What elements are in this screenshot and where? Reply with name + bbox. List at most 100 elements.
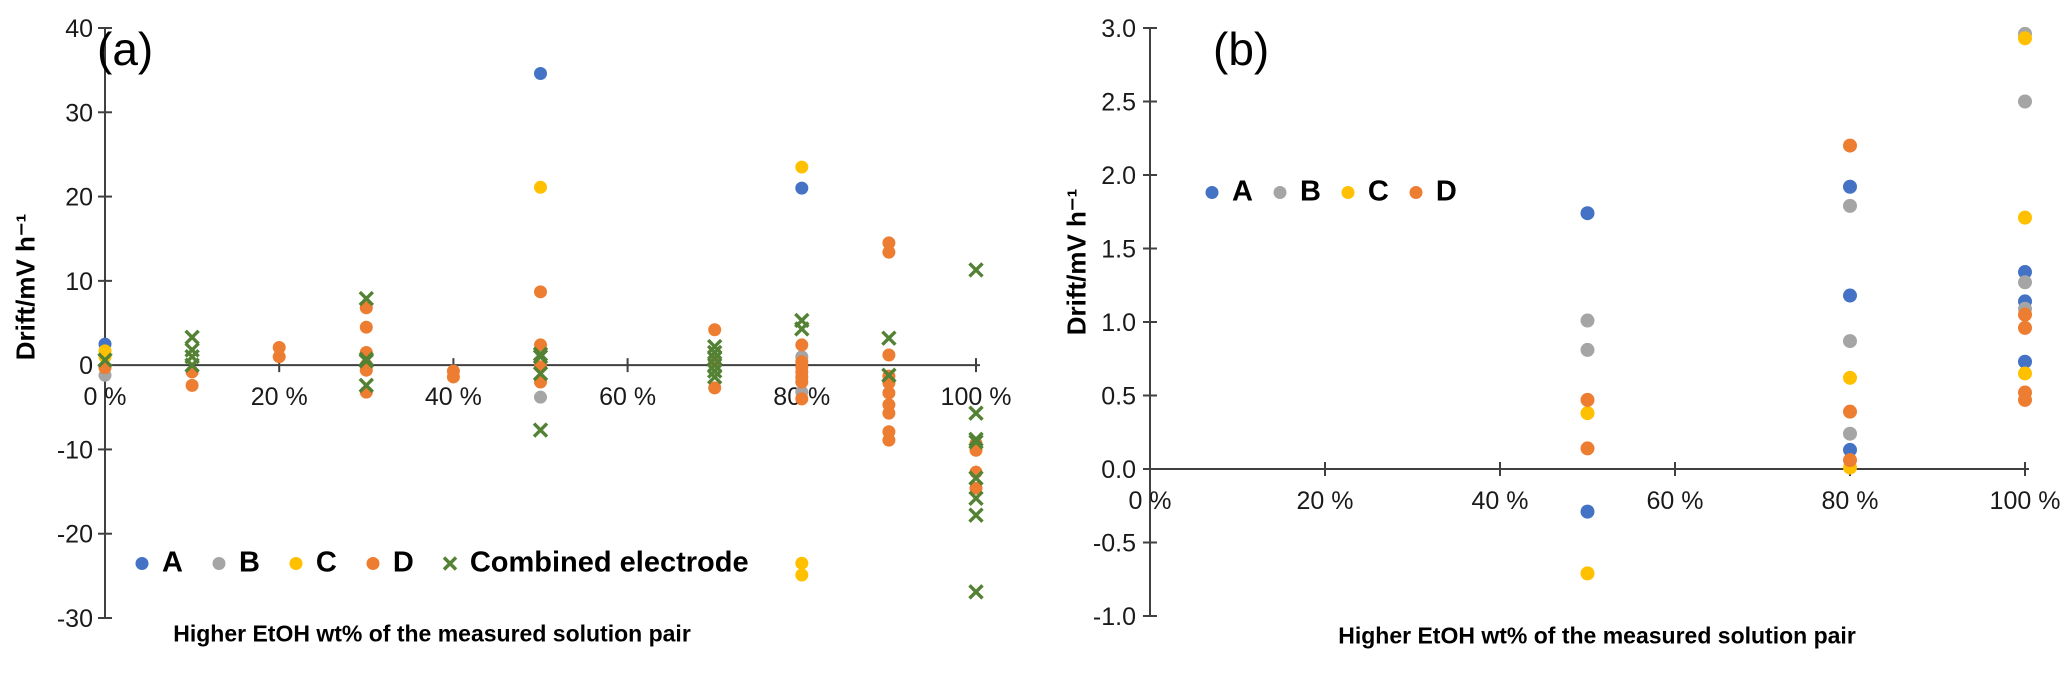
data-point-d xyxy=(1580,441,1595,456)
y-tick-label: -0.5 xyxy=(1093,530,1136,558)
x-tick-label: 0 % xyxy=(1128,487,1171,515)
legend-label: C xyxy=(1367,175,1389,208)
data-point-combined-electrode xyxy=(97,352,113,368)
data-point-b xyxy=(2018,275,2032,290)
data-point-c xyxy=(2018,366,2032,381)
data-point-d xyxy=(359,320,373,334)
data-point-d xyxy=(359,301,373,315)
x-axis-title-b: Higher EtOH wt% of the measured solution… xyxy=(1338,622,1856,649)
data-point-combined-electrode xyxy=(968,490,984,507)
data-point-b xyxy=(1843,334,1857,349)
data-point-combined-electrode xyxy=(968,434,984,450)
data-point-combined-electrode xyxy=(968,431,984,448)
data-point-d xyxy=(1843,404,1857,419)
y-tick-label: 10 xyxy=(65,268,93,296)
y-tick-label: 0.0 xyxy=(1101,456,1136,484)
data-point-combined-electrode xyxy=(706,344,723,361)
data-point-d xyxy=(185,378,199,392)
legend-item-c: C xyxy=(1339,176,1389,209)
data-point-a xyxy=(1843,442,1857,457)
data-point-a xyxy=(2018,265,2032,280)
data-point-combined-electrode xyxy=(968,584,984,600)
data-point-c xyxy=(1580,566,1595,581)
data-point-b xyxy=(2018,94,2032,109)
y-tick-label: 40 xyxy=(65,15,93,43)
data-point-combined-electrode xyxy=(184,357,200,373)
circle-marker-icon xyxy=(289,556,303,570)
x-tick-label: 20 % xyxy=(251,383,308,411)
data-point-combined-electrode xyxy=(706,369,723,385)
y-tick-label: 20 xyxy=(65,184,93,212)
data-point-combined-electrode xyxy=(881,330,897,346)
y-tick-label: 1.0 xyxy=(1101,309,1136,337)
x-tick-label: 80 % xyxy=(1822,487,1879,515)
y-tick-label: 2.0 xyxy=(1101,162,1136,190)
legend-label: A xyxy=(162,546,183,579)
y-tick-label: 30 xyxy=(65,99,93,127)
data-point-combined-electrode xyxy=(358,290,375,307)
data-point-combined-electrode xyxy=(968,470,984,486)
y-axis-title-a: Drift/mV h⁻¹ xyxy=(10,213,41,361)
data-point-a xyxy=(1580,206,1595,221)
data-point-a xyxy=(1843,179,1857,194)
legend-label: C xyxy=(315,546,337,579)
data-point-c xyxy=(98,350,112,364)
data-point-b xyxy=(534,390,547,404)
data-point-b xyxy=(1843,426,1857,441)
legend-label: Combined electrode xyxy=(469,546,749,579)
data-point-d xyxy=(708,323,722,337)
data-point-combined-electrode xyxy=(532,349,549,365)
y-axis-title-b: Drift/mV h⁻¹ xyxy=(1061,188,1092,336)
data-point-combined-electrode xyxy=(968,262,984,278)
data-point-combined-electrode xyxy=(706,363,723,379)
data-point-a xyxy=(795,181,809,195)
data-point-d xyxy=(272,350,286,364)
legend-b: A B C D xyxy=(1203,176,1457,209)
data-point-d xyxy=(795,338,809,352)
data-point-d xyxy=(882,236,896,250)
data-point-d xyxy=(795,375,809,389)
y-tick-label: 0.5 xyxy=(1101,383,1136,411)
legend-item-combined-electrode: Combined electrode xyxy=(441,547,749,580)
data-point-c xyxy=(1843,370,1857,385)
data-point-combined-electrode xyxy=(881,367,897,383)
x-tick-label: 100 % xyxy=(1990,487,2061,515)
data-point-d xyxy=(2018,320,2032,335)
circle-marker-icon xyxy=(212,556,226,570)
data-point-combined-electrode xyxy=(532,422,549,438)
data-point-d xyxy=(708,381,722,395)
legend-label: B xyxy=(238,546,260,579)
legend-label: D xyxy=(392,546,414,579)
legend-item-a: A xyxy=(133,547,183,580)
data-point-combined-electrode xyxy=(706,338,723,355)
data-point-b xyxy=(1580,342,1595,357)
data-point-d xyxy=(534,285,547,299)
y-tick-label: -1.0 xyxy=(1093,603,1136,631)
x-tick-label: 20 % xyxy=(1297,487,1354,515)
panel-b: 3.0 2.5 2.0 1.5 1.0 0.5 0.0 -0.5 -1.0 0 % 20 % 40 %… xyxy=(1093,15,2061,631)
data-point-combined-electrode xyxy=(706,357,723,373)
data-point-c xyxy=(534,180,547,194)
x-axis-title-a: Higher EtOH wt% of the measured solution… xyxy=(173,620,691,647)
data-point-d xyxy=(272,340,286,354)
circle-marker-icon xyxy=(366,556,380,570)
data-point-a xyxy=(1843,288,1857,303)
legend-item-c: C xyxy=(287,547,337,580)
panel-label-a: (a) xyxy=(97,23,154,75)
x-tick-label: 60 % xyxy=(599,383,656,411)
data-point-d xyxy=(359,363,373,377)
data-point-b xyxy=(1843,198,1857,213)
data-point-d xyxy=(1843,138,1857,153)
circle-marker-icon xyxy=(1205,185,1219,199)
data-point-d xyxy=(882,348,896,362)
data-point-d xyxy=(882,245,896,259)
circle-marker-icon xyxy=(1273,185,1287,199)
y-tick-label: -10 xyxy=(57,436,93,464)
data-point-c xyxy=(2018,31,2032,46)
legend-label: D xyxy=(1435,175,1457,208)
data-point-d xyxy=(534,338,547,352)
data-point-d xyxy=(882,406,896,420)
